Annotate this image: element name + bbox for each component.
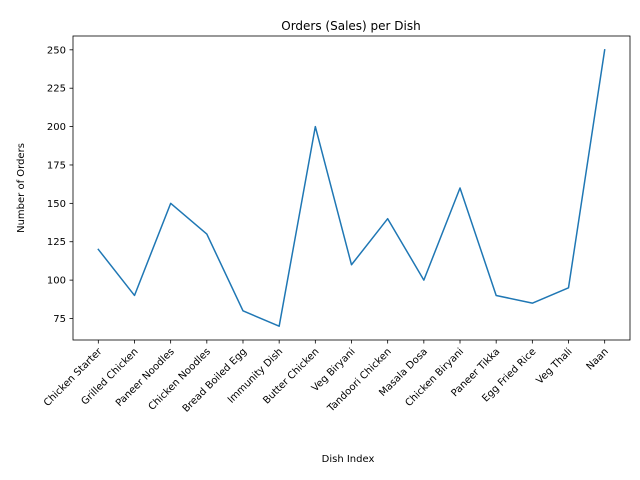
x-tick-label: Naan xyxy=(585,346,611,372)
x-axis-label: Dish Index xyxy=(322,454,375,465)
y-tick-label: 125 xyxy=(47,237,66,248)
y-tick-label: 225 xyxy=(47,84,66,95)
x-tick-label: Tandoori Chicken xyxy=(325,346,394,415)
y-axis-label: Number of Orders xyxy=(16,143,27,233)
y-tick-label: 250 xyxy=(47,45,66,56)
x-tick-label: Chicken Noodles xyxy=(147,346,213,412)
y-tick-label: 75 xyxy=(53,314,66,325)
y-tick-label: 100 xyxy=(47,276,66,287)
chart-title: Orders (Sales) per Dish xyxy=(281,19,420,33)
plot-frame xyxy=(72,35,631,341)
x-tick-label: Bread Boiled Egg xyxy=(181,346,249,414)
y-tick-label: 175 xyxy=(47,160,66,171)
plot-area: 75 100 125 150 175 200 225 250 Chicken StarterG… xyxy=(42,35,631,415)
y-axis: 75 100 125 150 175 200 225 250 xyxy=(47,45,73,325)
x-tick-label: Chicken Starter xyxy=(42,346,105,409)
y-tick-label: 150 xyxy=(47,199,66,210)
series-line xyxy=(97,48,606,327)
y-tick-label: 200 xyxy=(47,122,66,133)
x-tick-label: Veg Thali xyxy=(534,346,574,386)
